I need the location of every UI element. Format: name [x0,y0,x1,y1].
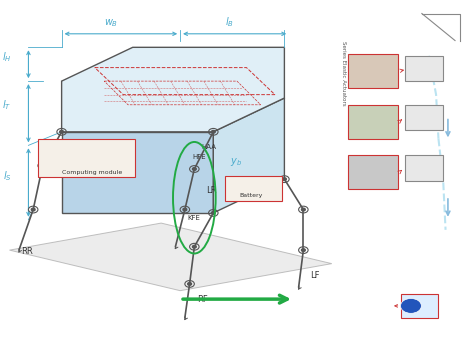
Polygon shape [9,223,332,291]
Polygon shape [62,47,284,132]
FancyBboxPatch shape [348,54,398,88]
Circle shape [60,130,64,133]
Text: $w_B$: $w_B$ [104,17,118,29]
FancyBboxPatch shape [405,155,443,181]
Circle shape [301,249,305,251]
Text: $l_T$: $l_T$ [2,98,12,112]
Circle shape [192,245,196,248]
Circle shape [211,130,215,133]
Circle shape [211,212,215,214]
Text: $l_S$: $l_S$ [3,169,11,183]
FancyBboxPatch shape [38,139,135,177]
Polygon shape [213,98,284,213]
Text: $l_H$: $l_H$ [2,50,12,64]
Text: $l_B$: $l_B$ [226,15,234,29]
Text: Computing module: Computing module [62,170,122,175]
Circle shape [41,164,45,167]
Text: HFE: HFE [192,154,206,160]
Text: RR: RR [21,247,33,256]
Text: $y_b$: $y_b$ [230,156,242,168]
Text: Series Elastic Actuators: Series Elastic Actuators [341,41,346,105]
Text: x12: x12 [109,141,122,147]
Circle shape [283,178,286,180]
Text: Battery: Battery [239,193,263,198]
FancyBboxPatch shape [225,176,282,201]
Polygon shape [62,132,213,213]
FancyBboxPatch shape [348,155,398,189]
FancyBboxPatch shape [405,105,443,130]
FancyBboxPatch shape [348,105,398,139]
Circle shape [401,298,421,313]
Text: KFE: KFE [187,215,200,221]
Circle shape [301,208,305,211]
FancyBboxPatch shape [405,56,443,81]
Circle shape [188,283,191,285]
Circle shape [31,208,35,211]
Text: LF: LF [310,271,320,280]
Text: LR: LR [206,187,217,195]
Circle shape [192,168,196,170]
FancyBboxPatch shape [401,294,438,318]
Circle shape [183,208,187,211]
Text: RF: RF [197,295,208,304]
Text: HAA: HAA [201,144,217,150]
